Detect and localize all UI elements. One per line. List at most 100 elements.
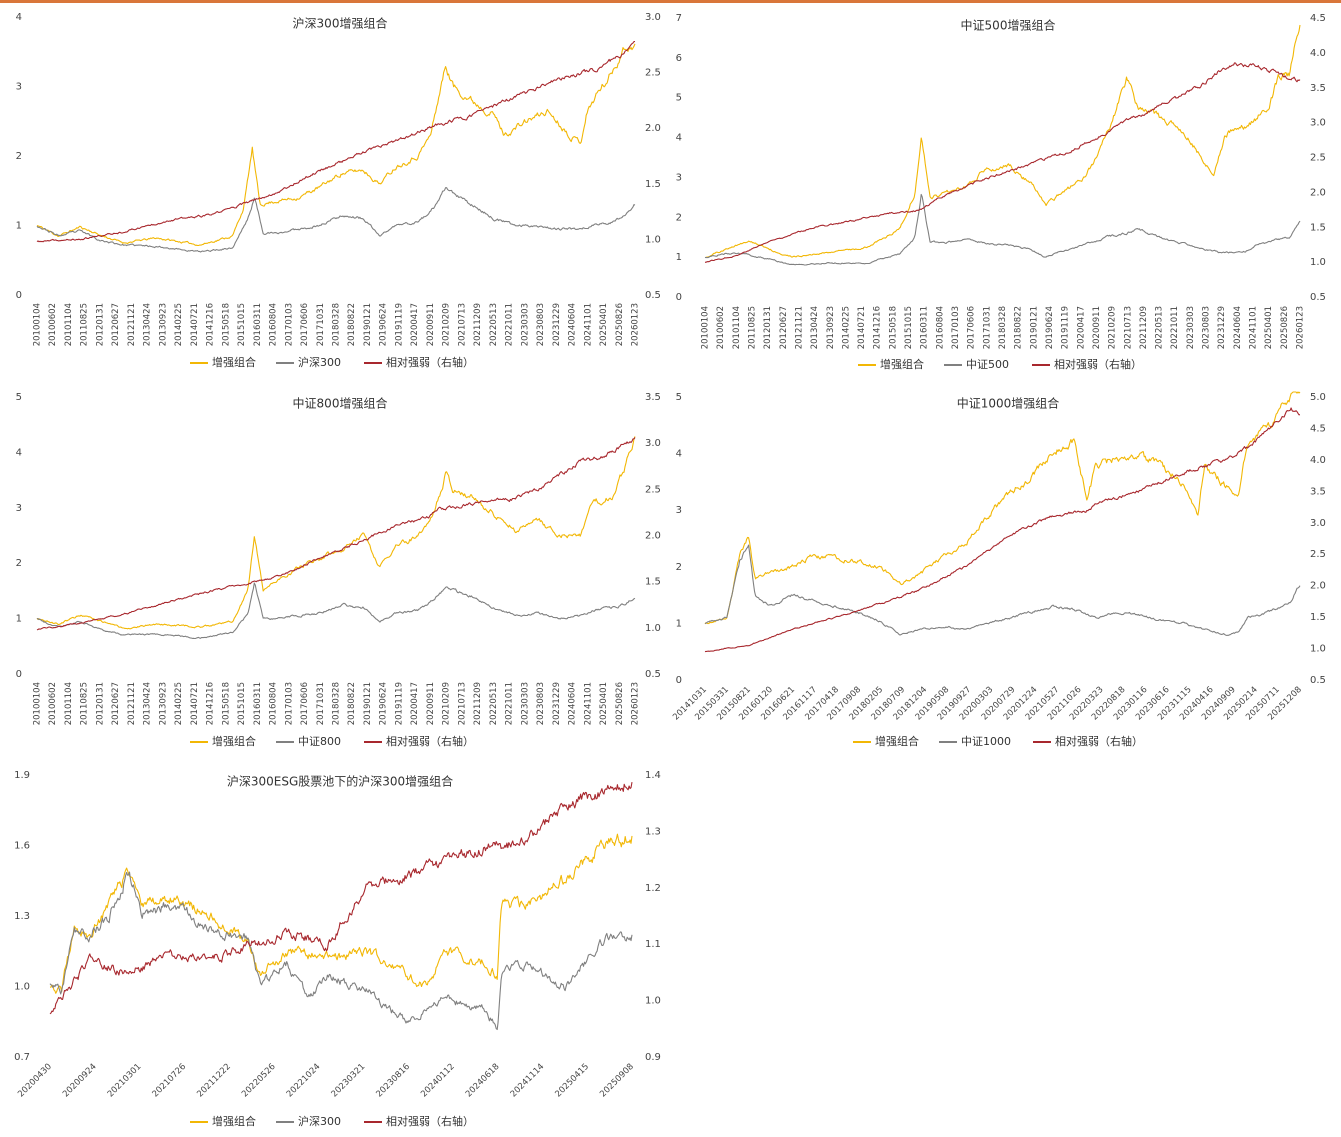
legend-label-index: 中证1000 — [961, 735, 1011, 748]
y-tick-label: 3 — [16, 503, 22, 514]
y-tick-label: 4 — [676, 133, 682, 144]
y-tick-label: 4 — [16, 12, 22, 23]
x-tick-label: 20200417 — [1076, 306, 1086, 349]
x-tick-label: 20191119 — [394, 303, 404, 346]
y2-tick-label: 4.0 — [1310, 48, 1326, 59]
x-tick-label: 20151015 — [237, 303, 247, 346]
x-tick-label: 20100104 — [33, 682, 43, 725]
series-line-relative — [704, 407, 1301, 653]
x-tick-label: 20200911 — [426, 303, 436, 346]
y-tick-label: 4 — [16, 447, 22, 458]
x-tick-label: 20231229 — [552, 303, 562, 346]
x-tick-label: 20110825 — [80, 303, 90, 346]
x-tick-label: 20171031 — [316, 682, 326, 725]
legend-label-index: 沪深300 — [298, 355, 341, 369]
x-tick-label: 20170606 — [300, 682, 310, 725]
x-tick-label: 20110825 — [80, 682, 90, 725]
y2-tick-label: 2.5 — [645, 484, 661, 495]
x-tick-label: 20160311 — [920, 306, 930, 349]
x-tick-label: 20260123 — [1296, 306, 1306, 349]
x-tick-label: 20230803 — [1202, 306, 1212, 349]
y2-tick-label: 1.2 — [645, 883, 661, 894]
y2-tick-label: 3.0 — [645, 438, 661, 449]
y2-tick-label: 2.0 — [645, 123, 661, 134]
x-tick-label: 20190624 — [1045, 306, 1055, 349]
y-tick-label: 1 — [676, 618, 682, 629]
y2-tick-label: 3.0 — [645, 12, 661, 23]
x-tick-label: 20211209 — [1139, 306, 1149, 349]
y2-tick-label: 0.5 — [1310, 292, 1326, 303]
x-tick-label: 20220513 — [489, 682, 499, 725]
x-tick-label: 20100602 — [48, 303, 58, 346]
x-tick-label: 20190121 — [1029, 306, 1039, 349]
chart-panel-1: 沪深300增强组合012340.51.01.52.02.53.020100104… — [16, 12, 661, 369]
x-tick-label: 20191119 — [394, 682, 404, 725]
x-tick-label: 20151015 — [904, 306, 914, 349]
y2-tick-label: 1.0 — [1310, 644, 1326, 655]
x-tick-label: 20210726 — [151, 1062, 189, 1100]
x-tick-label: 20120131 — [763, 306, 773, 349]
y2-tick-label: 2.0 — [645, 531, 661, 542]
x-tick-label: 20170103 — [284, 682, 294, 725]
x-tick-label: 20130923 — [158, 682, 168, 725]
x-tick-label: 20231229 — [1217, 306, 1227, 349]
x-tick-label: 20190624 — [379, 303, 389, 346]
series-line-relative — [49, 782, 633, 1015]
x-tick-label: 20171031 — [982, 306, 992, 349]
x-tick-label: 20211209 — [473, 682, 483, 725]
x-tick-label: 20150518 — [221, 682, 231, 725]
x-tick-label: 20130923 — [158, 303, 168, 346]
x-tick-label: 20151015 — [237, 682, 247, 725]
y2-tick-label: 1.5 — [645, 577, 661, 588]
y2-tick-label: 1.0 — [645, 996, 661, 1007]
legend-label-relative: 相对强弱（右轴） — [1054, 357, 1142, 371]
y2-tick-label: 3.5 — [1310, 83, 1326, 94]
x-tick-label: 20130424 — [143, 682, 153, 725]
x-tick-label: 20210713 — [1123, 306, 1133, 349]
y-tick-label: 3 — [676, 172, 682, 183]
x-tick-label: 20230803 — [536, 303, 546, 346]
y-tick-label: 7 — [676, 13, 682, 24]
series-line-relative — [36, 437, 636, 631]
x-tick-label: 20180328 — [332, 682, 342, 725]
series-line-relative — [704, 62, 1301, 263]
legend-label-relative: 相对强弱（右轴） — [386, 1114, 474, 1128]
x-tick-label: 20100602 — [716, 306, 726, 349]
x-tick-label: 20200417 — [410, 303, 420, 346]
x-tick-label: 20150518 — [888, 306, 898, 349]
x-tick-label: 20140225 — [174, 682, 184, 725]
x-tick-label: 20160804 — [935, 306, 945, 349]
y2-tick-label: 5.0 — [1310, 392, 1326, 403]
x-tick-label: 20121121 — [794, 306, 804, 349]
x-tick-label: 20170103 — [951, 306, 961, 349]
legend-label-index: 沪深300 — [298, 1114, 341, 1128]
chart-panel-3: 中证800增强组合0123450.51.01.52.02.53.03.52010… — [16, 392, 661, 748]
y2-tick-label: 4.0 — [1310, 455, 1326, 466]
x-tick-label: 20210209 — [442, 303, 452, 346]
x-tick-label: 20130923 — [826, 306, 836, 349]
x-tick-label: 20221011 — [505, 682, 515, 725]
top-accent-line — [0, 0, 1341, 3]
chart-title: 沪深300ESG股票池下的沪深300增强组合 — [227, 774, 453, 789]
y2-tick-label: 3.0 — [1310, 518, 1326, 529]
x-tick-label: 20260123 — [631, 303, 641, 346]
series-line-enhanced — [36, 436, 636, 630]
y-tick-label: 0.7 — [14, 1052, 30, 1063]
x-tick-label: 20121121 — [127, 303, 137, 346]
series-line-enhanced — [704, 391, 1301, 625]
y-tick-label: 1.0 — [14, 982, 30, 993]
y-tick-label: 1.6 — [14, 841, 30, 852]
y2-tick-label: 1.0 — [1310, 257, 1326, 268]
x-tick-label: 20190624 — [379, 682, 389, 725]
x-tick-label: 20250415 — [553, 1062, 591, 1100]
x-tick-label: 20190121 — [363, 303, 373, 346]
legend-label-enhanced: 增强组合 — [212, 355, 256, 369]
x-tick-label: 20191119 — [1061, 306, 1071, 349]
x-tick-label: 20240112 — [419, 1062, 457, 1100]
x-tick-label: 20210209 — [442, 682, 452, 725]
y2-tick-label: 1.1 — [645, 939, 661, 950]
x-tick-label: 20240604 — [1233, 306, 1243, 349]
y-tick-label: 2 — [16, 558, 22, 569]
x-tick-label: 20120627 — [779, 306, 789, 349]
